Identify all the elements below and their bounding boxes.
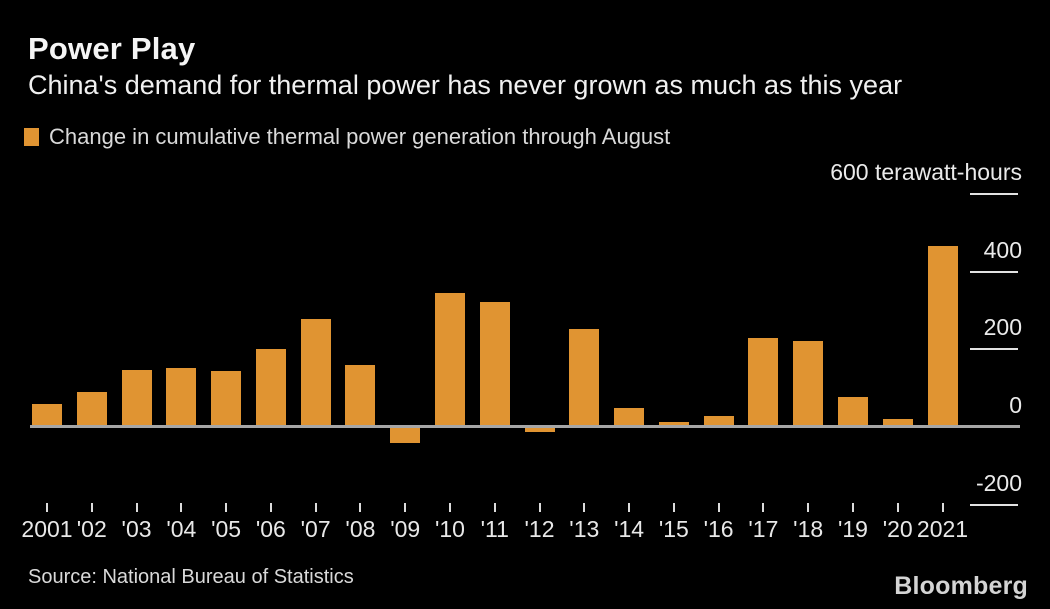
x-label-18: '18 (793, 516, 824, 542)
bar-03 (121, 370, 152, 427)
x-tick-13 (583, 503, 586, 512)
x-label-13: '13 (569, 516, 600, 542)
x-tick-03 (135, 503, 138, 512)
legend-swatch-icon (24, 128, 39, 146)
y-label-0: 0 (1009, 392, 1022, 418)
x-tick-07 (314, 503, 317, 512)
bar-11 (479, 301, 510, 427)
x-label-07: '07 (300, 516, 331, 542)
bar-10 (434, 292, 465, 427)
x-tick-10 (448, 503, 451, 512)
x-label-16: '16 (703, 516, 734, 542)
bloomberg-logo: Bloomberg (894, 572, 1028, 600)
x-label-06: '06 (255, 516, 286, 542)
y-label-400: 400 (983, 236, 1022, 263)
y-gridtick-200 (970, 348, 1018, 351)
y-label--200: -200 (975, 469, 1022, 496)
x-tick-16 (717, 503, 720, 512)
legend-label: Change in cumulative thermal power gener… (49, 124, 671, 149)
x-tick-02 (90, 503, 93, 512)
bar-02 (76, 392, 107, 427)
x-label-05: '05 (211, 516, 242, 542)
x-label-14: '14 (614, 516, 645, 542)
bar-2021 (927, 246, 958, 427)
x-axis-zero-line (30, 425, 1020, 428)
x-label-02: '02 (76, 516, 107, 542)
y-gridtick--200 (970, 503, 1018, 506)
bar-13 (569, 329, 600, 427)
bar-07 (300, 319, 331, 427)
x-tick-2021 (941, 503, 944, 512)
bar-05 (211, 370, 242, 427)
x-label-11: '11 (480, 516, 509, 542)
x-tick-19 (851, 503, 854, 512)
x-tick-17 (762, 503, 765, 512)
x-label-04: '04 (166, 516, 197, 542)
bar-12 (524, 427, 555, 432)
bar-09 (390, 427, 421, 444)
y-label-600: 600 terawatt-hours (830, 158, 1022, 185)
x-label-10: '10 (434, 516, 465, 542)
x-tick-15 (672, 503, 675, 512)
x-tick-05 (225, 503, 228, 512)
x-label-17: '17 (748, 516, 779, 542)
x-tick-12 (538, 503, 541, 512)
x-tick-09 (404, 503, 407, 512)
y-label-200: 200 (983, 314, 1022, 341)
x-label-2001: 2001 (21, 516, 73, 542)
bar-2001 (32, 403, 62, 427)
x-tick-06 (269, 503, 272, 512)
x-tick-18 (807, 503, 810, 512)
bar-04 (166, 367, 197, 427)
x-label-12: '12 (524, 516, 555, 542)
bar-14 (614, 408, 645, 427)
source-note: Source: National Bureau of Statistics (28, 566, 354, 588)
x-label-19: '19 (837, 516, 868, 542)
x-tick-08 (359, 503, 362, 512)
x-label-20: '20 (882, 516, 913, 542)
legend: Change in cumulative thermal power gener… (24, 124, 671, 149)
bar-16 (703, 416, 734, 427)
x-tick-11 (493, 503, 496, 512)
x-label-2021: 2021 (916, 516, 969, 542)
bar-17 (748, 338, 779, 427)
chart-title: Power Play (28, 31, 196, 66)
x-label-08: '08 (345, 516, 376, 542)
bar-18 (793, 341, 824, 427)
y-gridtick-400 (970, 270, 1018, 273)
bar-08 (345, 364, 376, 427)
y-gridtick-600 (970, 192, 1018, 195)
x-tick-14 (628, 503, 631, 512)
chart-subtitle: China's demand for thermal power has nev… (28, 70, 903, 100)
x-label-09: '09 (390, 516, 421, 542)
x-tick-20 (896, 503, 899, 512)
x-label-15: '15 (658, 516, 689, 542)
bar-15 (658, 421, 689, 427)
x-tick-04 (180, 503, 183, 512)
x-label-03: '03 (121, 516, 152, 542)
bar-06 (255, 349, 286, 427)
x-tick-2001 (46, 503, 48, 512)
bar-19 (837, 397, 868, 427)
bar-20 (882, 419, 913, 427)
